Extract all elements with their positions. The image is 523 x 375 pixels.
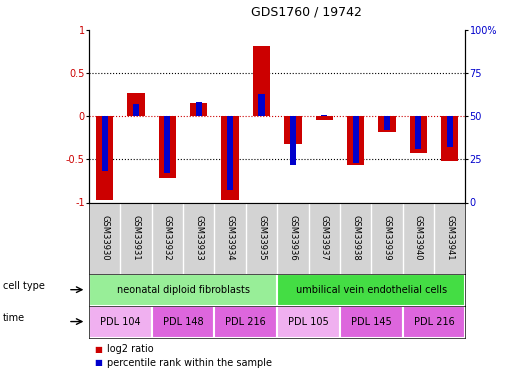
Bar — [441, 116, 458, 161]
Text: cell type: cell type — [3, 281, 44, 291]
Bar — [290, 116, 296, 165]
Bar — [164, 116, 170, 173]
Bar — [258, 94, 265, 116]
Text: GSM33939: GSM33939 — [382, 215, 392, 261]
Bar — [384, 116, 390, 130]
Text: time: time — [3, 313, 25, 323]
Bar — [378, 116, 395, 132]
Bar — [101, 116, 108, 171]
Text: GSM33941: GSM33941 — [445, 215, 454, 261]
Bar — [321, 114, 327, 116]
Bar — [190, 104, 207, 116]
Bar — [340, 306, 403, 338]
Text: GSM33936: GSM33936 — [288, 215, 298, 261]
Bar — [285, 116, 301, 144]
Bar — [89, 274, 277, 306]
Bar — [277, 274, 465, 306]
Text: GSM33934: GSM33934 — [225, 215, 235, 261]
Text: PDL 148: PDL 148 — [163, 316, 203, 327]
Bar — [347, 116, 364, 165]
Text: GSM33940: GSM33940 — [414, 215, 423, 261]
Bar — [214, 306, 277, 338]
Bar — [415, 116, 422, 149]
Text: GSM33931: GSM33931 — [131, 215, 141, 261]
Bar — [403, 306, 465, 338]
Text: GSM33930: GSM33930 — [100, 215, 109, 261]
Bar — [196, 102, 202, 116]
Text: GSM33935: GSM33935 — [257, 215, 266, 261]
Text: neonatal diploid fibroblasts: neonatal diploid fibroblasts — [117, 285, 249, 295]
Bar — [89, 306, 152, 338]
Bar — [277, 306, 340, 338]
Text: ■: ■ — [94, 345, 102, 354]
Text: GSM33932: GSM33932 — [163, 215, 172, 261]
Bar — [128, 93, 144, 116]
Text: ■: ■ — [94, 358, 102, 368]
Bar — [353, 116, 359, 163]
Text: PDL 216: PDL 216 — [225, 316, 266, 327]
Bar — [152, 306, 214, 338]
Text: PDL 105: PDL 105 — [288, 316, 329, 327]
Bar — [96, 116, 113, 200]
Text: GSM33933: GSM33933 — [194, 215, 203, 261]
Text: percentile rank within the sample: percentile rank within the sample — [107, 358, 272, 368]
Bar — [159, 116, 176, 178]
Bar — [315, 116, 333, 120]
Text: GDS1760 / 19742: GDS1760 / 19742 — [251, 6, 362, 19]
Text: umbilical vein endothelial cells: umbilical vein endothelial cells — [296, 285, 447, 295]
Bar — [222, 116, 238, 200]
Text: PDL 145: PDL 145 — [351, 316, 392, 327]
Text: GSM33938: GSM33938 — [351, 215, 360, 261]
Bar — [410, 116, 427, 153]
Text: GSM33937: GSM33937 — [320, 215, 329, 261]
Bar — [133, 104, 139, 116]
Bar — [253, 45, 270, 116]
Text: PDL 216: PDL 216 — [414, 316, 454, 327]
Bar — [227, 116, 233, 190]
Text: log2 ratio: log2 ratio — [107, 344, 154, 354]
Text: PDL 104: PDL 104 — [100, 316, 141, 327]
Bar — [447, 116, 453, 147]
